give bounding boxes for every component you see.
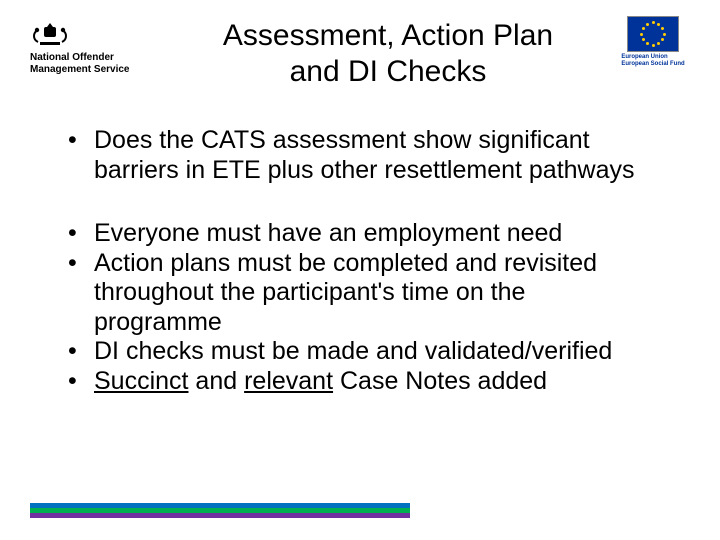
bullet-2-text: Everyone must have an employment need	[94, 219, 562, 247]
bullet-1: Does the CATS assessment show significan…	[68, 126, 670, 185]
footer-bar-3	[30, 513, 410, 518]
bullet-5-u1: Succinct	[94, 367, 188, 395]
slide-title: Assessment, Action Plan and DI Checks	[168, 18, 608, 90]
bullet-2: Everyone must have an employment need	[68, 219, 670, 249]
bullet-gap	[68, 185, 670, 219]
bullet-5-post: Case Notes added	[333, 367, 547, 395]
slide-header: National Offender Management Service Ass…	[30, 14, 690, 90]
bullet-3-line3: programme	[94, 308, 222, 336]
bullet-5: Succinct and relevant Case Notes added	[68, 367, 670, 397]
noms-label: National Offender Management Service	[30, 52, 130, 76]
footer-bars	[30, 503, 410, 518]
bullet-3-line1: Action plans must be completed and revis…	[94, 249, 597, 277]
title-container: Assessment, Action Plan and DI Checks	[168, 14, 608, 90]
eu-flag-icon	[627, 16, 679, 52]
bullet-1-line1: Does the CATS assessment show significan…	[94, 126, 590, 154]
bullet-1-line2: barriers in ETE plus other resettlement …	[94, 156, 635, 184]
noms-line1: National Offender	[30, 52, 130, 64]
bullet-4-text: DI checks must be made and validated/ver…	[94, 337, 612, 365]
title-line2: and DI Checks	[290, 55, 487, 88]
bullet-5-u2: relevant	[244, 367, 333, 395]
bullet-3-line2: throughout the participant's time on the	[94, 278, 525, 306]
eu-caption: European Union European Social Fund	[621, 54, 684, 67]
bullet-list-2: Everyone must have an employment need Ac…	[68, 219, 670, 396]
bullet-3: Action plans must be completed and revis…	[68, 249, 670, 338]
eu-caption-line1: European Union	[621, 54, 684, 61]
eu-stars-icon	[640, 21, 666, 47]
eu-caption-line2: European Social Fund	[621, 61, 684, 68]
noms-logo: National Offender Management Service	[30, 14, 160, 76]
eu-logo: European Union European Social Fund	[616, 14, 690, 67]
slide-content: Does the CATS assessment show significan…	[30, 90, 690, 396]
bullet-4: DI checks must be made and validated/ver…	[68, 337, 670, 367]
bullet-list: Does the CATS assessment show significan…	[68, 126, 670, 185]
slide: National Offender Management Service Ass…	[0, 0, 720, 540]
crest-icon	[30, 20, 70, 50]
title-line1: Assessment, Action Plan	[223, 19, 553, 52]
noms-line2: Management Service	[30, 64, 130, 76]
bullet-5-mid: and	[188, 367, 244, 395]
